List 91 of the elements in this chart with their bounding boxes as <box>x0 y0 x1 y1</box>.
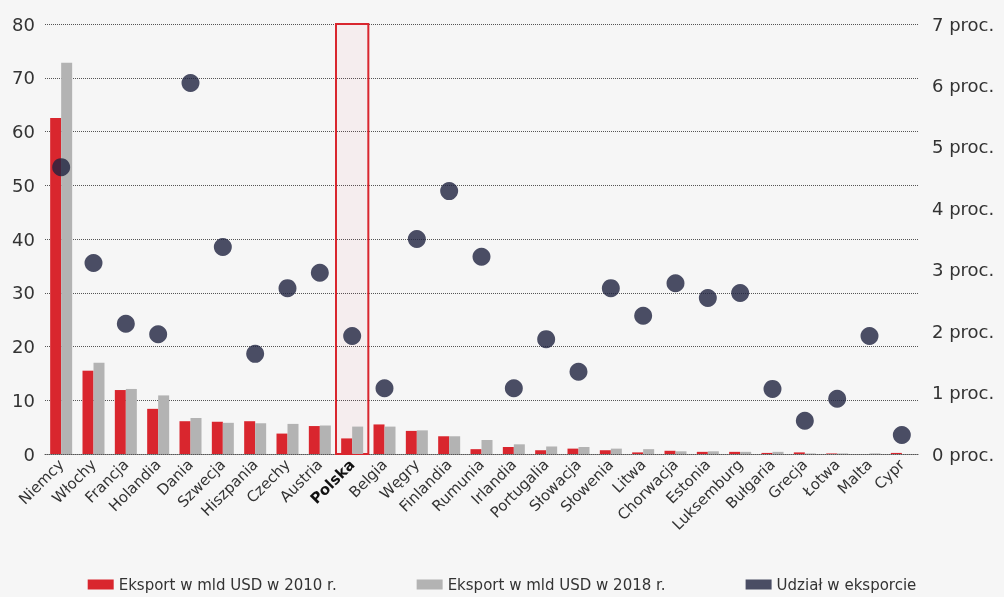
point <box>666 274 685 293</box>
bar <box>449 436 461 454</box>
bar <box>352 426 364 454</box>
bar <box>61 62 73 454</box>
y-tick-label: 60 <box>12 121 35 142</box>
y2-tick-label: 3 proc. <box>932 259 995 281</box>
bar <box>643 449 655 454</box>
bar <box>211 421 223 454</box>
point <box>278 279 297 298</box>
point <box>828 389 847 408</box>
legend-label: Eksport w mld USD w 2010 r. <box>118 575 337 594</box>
y-tick-label: 0 <box>23 443 35 465</box>
bar <box>244 421 256 454</box>
point <box>181 73 200 92</box>
point <box>149 325 168 344</box>
y2-tick-label: 7 proc. <box>932 13 995 35</box>
y2-tick-label: 5 proc. <box>932 136 995 158</box>
bar <box>578 447 590 454</box>
point <box>795 411 814 430</box>
bar <box>729 451 741 454</box>
bar <box>93 362 105 454</box>
legend-label: Udział w eksporcie <box>776 575 917 594</box>
bar <box>567 448 579 454</box>
y-tick-label: 30 <box>12 282 35 304</box>
bar <box>308 426 320 454</box>
point <box>634 306 653 325</box>
bar <box>190 417 202 454</box>
bar <box>405 430 417 454</box>
point <box>116 314 135 333</box>
point <box>52 158 71 177</box>
bar <box>416 430 428 454</box>
bar <box>696 451 708 454</box>
point <box>343 327 362 346</box>
y2-tick-label: 6 proc. <box>932 74 995 96</box>
bar <box>276 433 288 454</box>
point <box>537 330 556 349</box>
bar <box>114 390 126 454</box>
point <box>860 327 879 346</box>
y-tick-label: 10 <box>12 389 35 411</box>
point <box>569 362 588 381</box>
bar <box>772 451 784 454</box>
y2-tick-label: 4 proc. <box>932 197 995 219</box>
point <box>601 279 620 298</box>
legend-label: Eksport w mld USD w 2018 r. <box>447 575 666 594</box>
bar <box>707 451 719 454</box>
bar <box>319 425 331 454</box>
bar <box>50 118 62 454</box>
bar <box>513 444 525 454</box>
y2-tick-label: 1 proc. <box>932 382 995 404</box>
y-tick-label: 50 <box>12 174 35 196</box>
point <box>310 263 329 282</box>
bar <box>599 450 611 454</box>
bar <box>341 438 353 454</box>
y2-tick-label: 2 proc. <box>932 320 995 342</box>
bar <box>675 451 687 454</box>
point <box>763 379 782 398</box>
bar <box>373 424 385 454</box>
bar <box>158 395 170 454</box>
bar <box>502 447 514 454</box>
bar <box>664 450 676 454</box>
point <box>440 182 459 201</box>
bar <box>438 436 450 454</box>
y-tick-label: 70 <box>12 67 35 89</box>
point <box>246 344 265 363</box>
point <box>892 425 911 444</box>
bar <box>740 451 752 454</box>
bar <box>125 388 137 454</box>
bar <box>610 448 622 454</box>
bar <box>546 446 558 454</box>
bar <box>470 449 482 454</box>
bar <box>255 423 267 454</box>
point <box>407 230 426 248</box>
bar <box>179 421 191 454</box>
bar <box>82 370 94 454</box>
bar <box>287 423 299 454</box>
bar <box>222 422 234 454</box>
point <box>375 379 394 398</box>
point <box>213 237 232 256</box>
y-tick-label: 80 <box>12 13 35 35</box>
point <box>698 288 717 307</box>
y-tick-label: 40 <box>12 228 35 250</box>
point <box>84 253 103 272</box>
bar <box>535 450 547 454</box>
y2-tick-label: 0 proc. <box>932 443 995 465</box>
bar <box>481 440 493 454</box>
bar <box>384 426 396 454</box>
point <box>472 247 491 266</box>
point <box>731 284 750 303</box>
point <box>504 379 523 398</box>
y-tick-label: 20 <box>12 336 35 357</box>
bar <box>147 408 159 454</box>
